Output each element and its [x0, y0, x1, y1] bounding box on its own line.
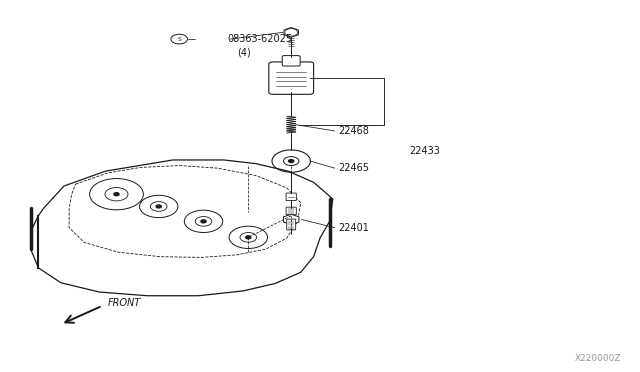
Text: 22468: 22468: [338, 126, 369, 136]
Circle shape: [156, 205, 161, 208]
Text: 22401: 22401: [338, 223, 369, 232]
Text: 22465: 22465: [338, 163, 369, 173]
Text: FRONT: FRONT: [108, 298, 141, 308]
FancyBboxPatch shape: [287, 219, 296, 230]
Text: 08363-62025: 08363-62025: [227, 34, 292, 44]
FancyBboxPatch shape: [286, 193, 296, 201]
Circle shape: [289, 160, 294, 163]
Text: X220000Z: X220000Z: [574, 354, 621, 363]
Text: S: S: [177, 36, 181, 42]
FancyBboxPatch shape: [269, 62, 314, 94]
Circle shape: [201, 220, 206, 223]
Polygon shape: [31, 160, 333, 296]
Text: (4): (4): [237, 48, 250, 58]
Circle shape: [246, 236, 251, 239]
Text: 22433: 22433: [410, 146, 440, 155]
Circle shape: [114, 193, 119, 196]
FancyBboxPatch shape: [282, 55, 300, 66]
FancyBboxPatch shape: [286, 207, 296, 215]
Polygon shape: [284, 214, 299, 225]
Polygon shape: [284, 28, 298, 37]
